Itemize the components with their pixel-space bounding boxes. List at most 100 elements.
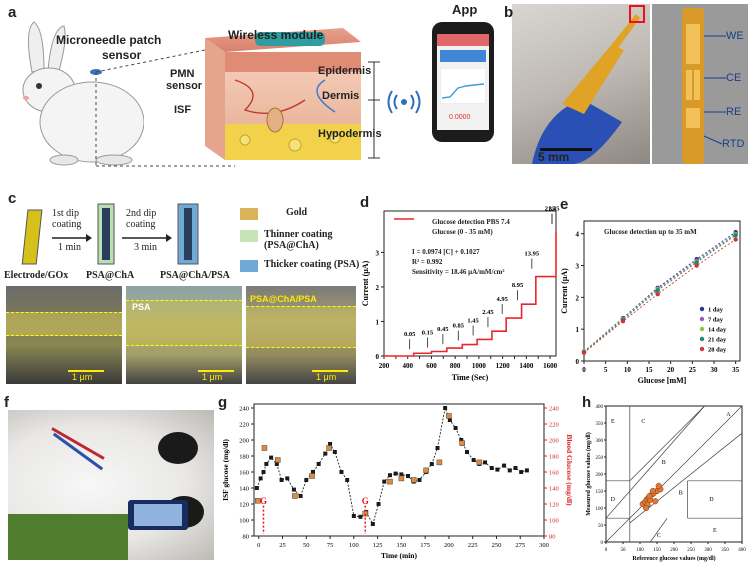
g-isf-point [483, 460, 488, 465]
g-isf-point [254, 486, 259, 490]
step1-time: 1 min [58, 242, 82, 253]
e-series-line [583, 239, 736, 354]
sem1-scalebar [68, 370, 104, 372]
e-x-tick-label: 20 [667, 366, 675, 374]
rabbit-illustration [22, 21, 144, 166]
re-label: RE [726, 106, 742, 118]
photo-green-mat [8, 514, 128, 560]
g-isf-point [274, 462, 279, 466]
e-point [733, 237, 738, 242]
g-blood-point [446, 413, 452, 419]
rabbit-photo [8, 410, 214, 560]
g-x-tick-label: 25 [279, 542, 286, 549]
g-blood-point [255, 498, 261, 504]
g-isf-point [310, 470, 315, 474]
g-blood-point [261, 445, 268, 451]
psa-cha-label: PSA@ChA [86, 270, 135, 281]
sem-image-2: PSA 1 μm [126, 286, 242, 384]
depth-bracket [368, 61, 380, 159]
g-blood-point [410, 477, 417, 483]
g-ylabel-right: Blood Glucose (mg/dl) [565, 434, 573, 506]
sem2-layer [126, 300, 242, 346]
d-eq2: R² = 0.992 [412, 258, 443, 266]
e-xlabel: Glucose [mM] [638, 376, 687, 385]
g-y-tick-label: 200 [239, 438, 249, 445]
h-point [643, 504, 650, 512]
g-isf-point [513, 466, 518, 470]
app-label: App [452, 2, 478, 17]
d-annotation: 4.95 [496, 296, 508, 303]
sensor-label: sensor [102, 48, 142, 62]
g-x-tick-label: 300 [539, 542, 549, 549]
g-y2-tick-label: 220 [549, 422, 559, 429]
g-isf-point [328, 442, 333, 446]
g-x-tick-label: 100 [349, 542, 359, 549]
d-plot-frame [383, 210, 557, 357]
e-y-tick-label: 3 [576, 263, 580, 271]
g-isf-point [507, 468, 512, 473]
e-legend-label: 1 day [708, 307, 724, 314]
we-label: WE [726, 30, 744, 42]
e-point [620, 319, 626, 324]
panel-c: c 1st dip coating 1 min 2nd dip coating … [0, 190, 360, 390]
g-y-tick-label: 140 [239, 486, 249, 493]
legend-thick: Thicker coating (PSA) [264, 259, 360, 270]
d-step-line [384, 231, 557, 357]
g-blood-point [436, 459, 443, 466]
epidermis-label: Epidermis [318, 65, 372, 77]
g-y-tick-label: 120 [239, 502, 249, 509]
microneedle-label: Microneedle patch [56, 33, 162, 47]
d-annotation: 21.45 [545, 206, 560, 213]
h-x-tick-label: 250 [687, 548, 695, 553]
g-isf-point [285, 476, 290, 481]
g-isf-point [269, 455, 274, 460]
d-y-tick-label: 3 [376, 249, 380, 257]
e-x-tick-label: 30 [711, 366, 719, 374]
sem2-scale: 1 μm [202, 372, 223, 382]
h-zone-line [629, 405, 705, 482]
phone-screen: 0.0000 [437, 34, 489, 130]
h-x-tick-label: 200 [670, 548, 678, 553]
e-point [733, 233, 738, 238]
d-eq1: I = 0.0974 [C] + 0.1027 [412, 248, 480, 256]
g-x-tick-label: 125 [373, 542, 383, 549]
b-callout-lines [703, 35, 726, 145]
e-x-tick-label: 5 [604, 366, 608, 374]
sem2-label: PSA [132, 302, 151, 312]
h-zone-label: E [611, 419, 615, 425]
h-xlabel: Reference glucose values (mg/dl) [632, 555, 715, 562]
g-x-tick-label: 150 [397, 542, 407, 549]
h-point [655, 482, 662, 489]
d-annotation: 13.95 [525, 251, 540, 258]
g-isf-point [339, 470, 344, 474]
g-isf-point [502, 463, 507, 468]
g-isf-point [332, 450, 337, 454]
g-x-tick-label: 0 [257, 542, 260, 549]
g-blood-point [326, 445, 332, 451]
g-y2-tick-label: 80 [549, 534, 556, 541]
g-isf-point [358, 514, 363, 519]
g-y-tick-label: 80 [243, 534, 250, 541]
step1-b: coating [52, 219, 82, 230]
e-y-tick-label: 0 [576, 358, 580, 366]
e-legend-label: 14 day [708, 327, 727, 334]
g-isf-point [304, 478, 309, 482]
h-zone-label: D [611, 497, 616, 503]
e-x-tick-label: 15 [646, 366, 654, 374]
d-x-tick-label: 1200 [496, 362, 511, 370]
zoom-lines [95, 49, 235, 167]
panel-d-label: d [360, 194, 370, 211]
panel-h-label: h [582, 394, 592, 411]
coating-schematic [21, 203, 199, 265]
panel-e-label: e [560, 196, 569, 213]
d-annotation: 0.85 [453, 323, 465, 330]
phone-header [437, 34, 489, 46]
d-x-tick-label: 600 [426, 362, 437, 370]
g-isf-point [489, 466, 494, 470]
phone-mockup: 0.0000 [432, 22, 494, 142]
h-x-tick-label: 150 [653, 548, 661, 553]
g-isf-point [459, 438, 464, 442]
d-annotation: 8.95 [512, 282, 524, 289]
g-isf-point [279, 478, 284, 482]
g-isf-point [376, 502, 381, 506]
